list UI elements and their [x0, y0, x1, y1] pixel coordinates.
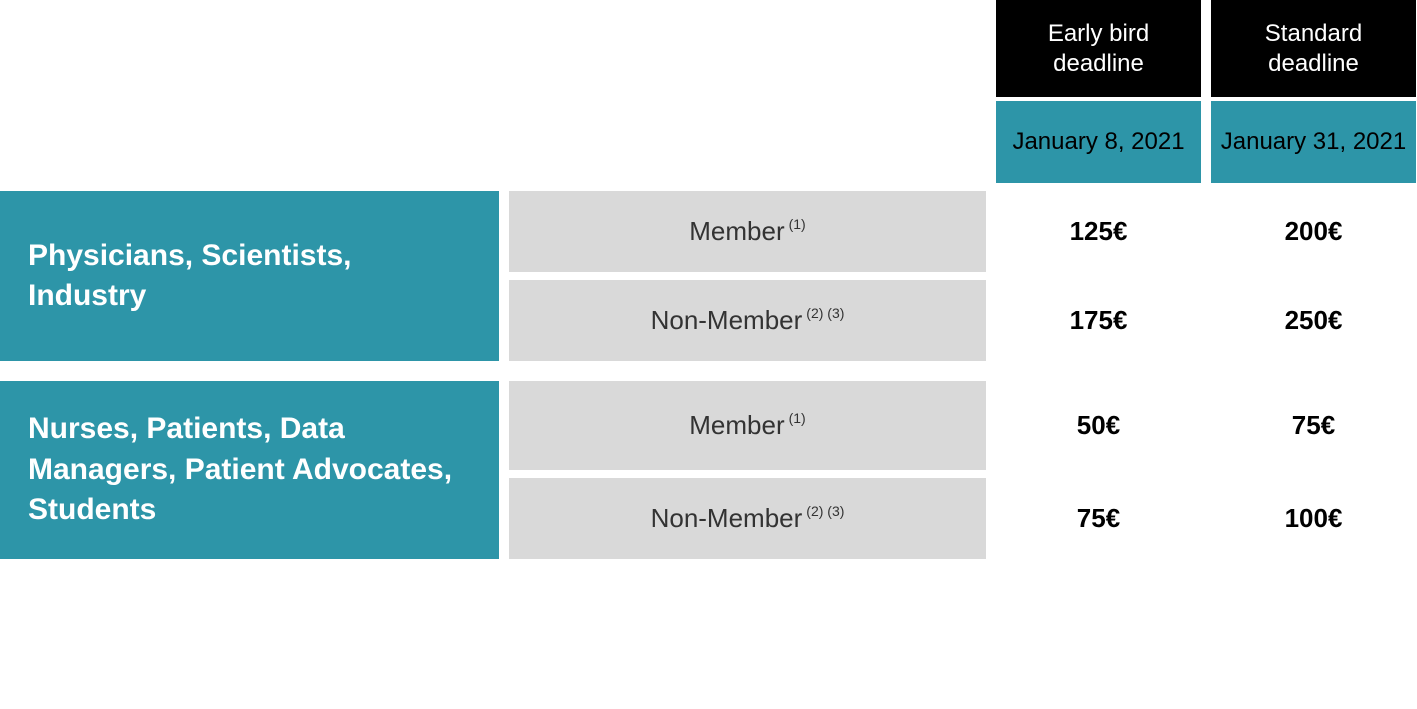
price-cell: 50€ [996, 381, 1201, 470]
header-earlybird-date: January 8, 2021 [996, 101, 1201, 183]
price-cell: 250€ [1211, 280, 1416, 361]
pricing-table: Early bird deadline Standard deadline Ja… [0, 0, 1417, 709]
header-earlybird-label: Early bird deadline [996, 0, 1201, 97]
category-title-b: Nurses, Patients, Data Managers, Patient… [0, 381, 499, 559]
price-cell: 100€ [1211, 478, 1416, 559]
category-title-a: Physicians, Scientists, Industry [0, 191, 499, 361]
member-type-cell: Member (1) [509, 381, 986, 470]
member-label: Member [689, 216, 784, 247]
member-notes: (2) (3) [806, 503, 844, 519]
member-label: Member [689, 410, 784, 441]
member-type-cell: Non-Member (2) (3) [509, 478, 986, 559]
blank-cell [0, 0, 499, 97]
header-standard-label: Standard deadline [1211, 0, 1416, 97]
price-cell: 200€ [1211, 191, 1416, 272]
price-cell: 175€ [996, 280, 1201, 361]
spacer [0, 361, 1416, 381]
member-type-cell: Member (1) [509, 191, 986, 272]
price-cell: 75€ [1211, 381, 1416, 470]
member-type-cell: Non-Member (2) (3) [509, 280, 986, 361]
header-standard-date: January 31, 2021 [1211, 101, 1416, 183]
member-notes: (2) (3) [806, 305, 844, 321]
blank-cell [509, 0, 986, 97]
member-label: Non-Member [651, 305, 803, 336]
member-notes: (1) [789, 410, 806, 426]
price-cell: 75€ [996, 478, 1201, 559]
blank-cell [509, 97, 986, 183]
member-label: Non-Member [651, 503, 803, 534]
price-cell: 125€ [996, 191, 1201, 272]
member-notes: (1) [789, 216, 806, 232]
blank-cell [0, 97, 499, 183]
